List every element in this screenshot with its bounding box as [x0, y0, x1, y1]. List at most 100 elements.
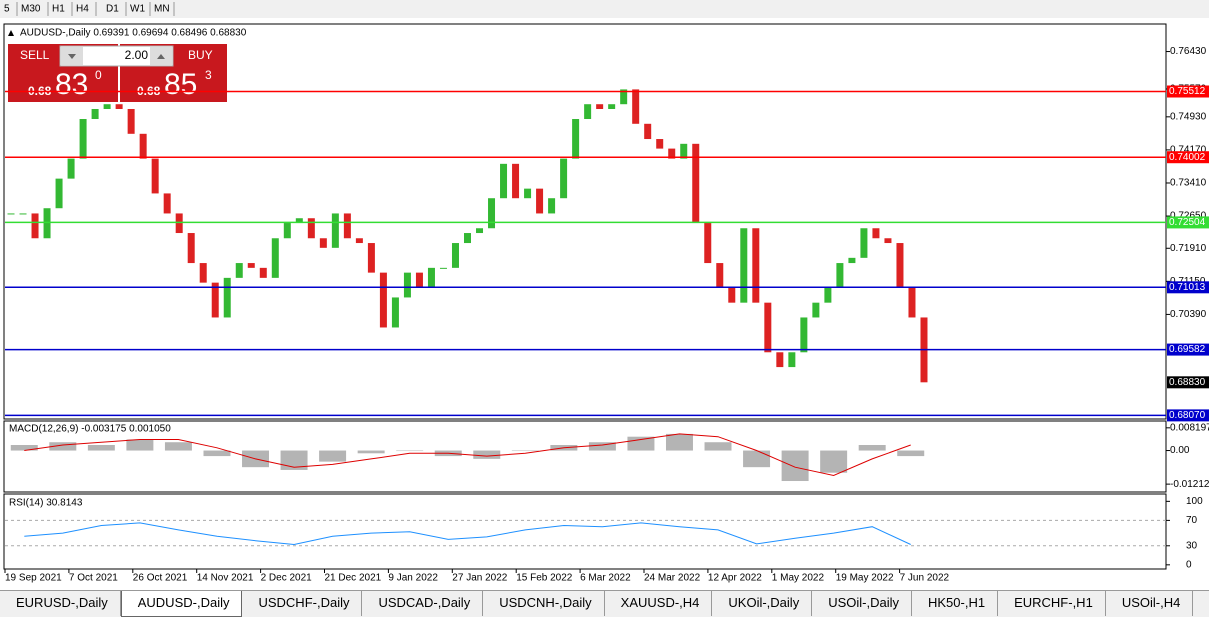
symbol-tab[interactable]: USDCHF-,Daily	[242, 591, 363, 616]
timeframe-button[interactable]: 5	[4, 4, 10, 15]
candle	[415, 272, 423, 288]
timeframe-button[interactable]: W1	[130, 4, 145, 15]
candle	[572, 119, 580, 159]
y-tick-label: 0.76430	[1170, 46, 1207, 57]
candle	[728, 287, 736, 303]
candle	[67, 158, 75, 179]
x-tick-label: 21 Dec 2021	[325, 573, 382, 584]
candle	[788, 352, 796, 368]
candle	[824, 287, 832, 303]
y-tick-label: 0.74170	[1170, 145, 1207, 156]
candle	[848, 257, 856, 264]
level-label-bg	[1167, 281, 1209, 294]
collapse-icon	[8, 30, 14, 36]
candle	[331, 213, 339, 248]
y-tick-label: 0	[1186, 559, 1192, 570]
candle	[199, 263, 207, 283]
buy-button[interactable]: BUY	[188, 48, 213, 62]
lots-input[interactable]	[59, 45, 174, 67]
symbol-tab[interactable]: EURCHF-,H1	[998, 591, 1106, 616]
candle	[235, 263, 243, 278]
x-tick-label: 26 Oct 2021	[133, 573, 188, 584]
rsi-title: RSI(14) 30.8143	[9, 498, 83, 509]
symbol-tab[interactable]: XAUUSD-,H4	[605, 591, 713, 616]
macd-bar	[704, 442, 732, 451]
candle	[31, 213, 39, 239]
level-label: 0.71013	[1169, 282, 1206, 293]
symbol-tab[interactable]: USOil-,H4	[1106, 591, 1194, 616]
candle	[307, 218, 315, 239]
macd-bar	[87, 445, 115, 451]
sell-button[interactable]: SELL	[20, 48, 50, 62]
arrow-up	[157, 54, 165, 59]
level-label: 0.69582	[1169, 344, 1206, 355]
symbol-tab[interactable]: AUDUSD-,Daily	[120, 591, 243, 617]
macd-bar	[396, 450, 424, 452]
candle	[379, 272, 387, 328]
candle	[427, 267, 435, 288]
symbol-tab[interactable]: UKOil-,Daily	[712, 591, 813, 616]
level-label-bg	[1167, 343, 1209, 356]
candle	[908, 287, 916, 318]
candle	[139, 133, 147, 159]
candle	[367, 243, 375, 273]
macd-pane	[3, 420, 1167, 493]
candle	[752, 228, 760, 303]
x-tick-label: 19 Sep 2021	[5, 573, 62, 584]
macd-bar	[357, 450, 385, 454]
candle	[692, 143, 700, 224]
arrow-down	[68, 54, 76, 59]
candle	[776, 352, 784, 368]
buy-big: 85	[164, 68, 197, 101]
candle	[223, 277, 231, 318]
x-tick-label: 12 Apr 2022	[708, 573, 762, 584]
symbol-tab[interactable]: USOil-,Daily	[812, 591, 912, 616]
y-tick-label: 0.71910	[1170, 243, 1207, 254]
candle	[259, 267, 267, 278]
candle	[319, 238, 327, 248]
macd-bar	[743, 450, 771, 468]
symbol-tab[interactable]: USDCAD-,Daily	[362, 591, 484, 616]
macd-bar	[820, 450, 848, 473]
symbol-tab[interactable]: HK50-,H1	[912, 591, 999, 616]
rsi-pane	[3, 493, 1167, 570]
symbol-tab[interactable]: EURUSD-,Daily	[0, 591, 121, 616]
candle	[103, 104, 111, 109]
level-label-bg	[1167, 216, 1209, 229]
timeframe-button[interactable]: H1	[52, 4, 65, 15]
macd-bar	[897, 450, 925, 457]
candle	[7, 213, 15, 215]
macd-bar	[858, 445, 886, 451]
candle	[896, 243, 904, 288]
symbol-tab[interactable]: UKOil-,H4	[1193, 591, 1209, 616]
current-price-bg	[1167, 376, 1209, 389]
symbol-tab[interactable]: USDCNH-,Daily	[483, 591, 605, 616]
terminal: AUDUSD-,Daily 0.69391 0.69694 0.68496 0.…	[0, 0, 1209, 584]
candle	[439, 267, 447, 269]
x-tick-label: 7 Oct 2021	[69, 573, 118, 584]
macd-bar	[473, 450, 501, 459]
candle	[391, 297, 399, 328]
x-tick-label: 9 Jan 2022	[388, 573, 438, 584]
macd-bar	[588, 442, 616, 451]
timeframe-button[interactable]: MN	[154, 4, 170, 15]
y-tick-label: 0.74930	[1170, 111, 1207, 122]
timeframe-button[interactable]: M30	[21, 4, 41, 15]
candle	[187, 233, 195, 264]
timeframe-button[interactable]: H4	[76, 4, 89, 15]
x-tick-label: 1 May 2022	[772, 573, 825, 584]
candle	[403, 272, 411, 298]
x-tick-label: 15 Feb 2022	[516, 573, 573, 584]
candle	[584, 104, 592, 120]
lots-value[interactable]: 2.00	[125, 48, 149, 62]
level-label-bg	[1167, 151, 1209, 164]
candle	[55, 178, 63, 209]
candle	[704, 223, 712, 264]
macd-bar	[319, 450, 347, 462]
candle	[656, 139, 664, 149]
candle	[247, 263, 255, 268]
candle	[163, 193, 171, 214]
timeframe-button[interactable]: D1	[106, 4, 119, 15]
candle	[632, 89, 640, 124]
